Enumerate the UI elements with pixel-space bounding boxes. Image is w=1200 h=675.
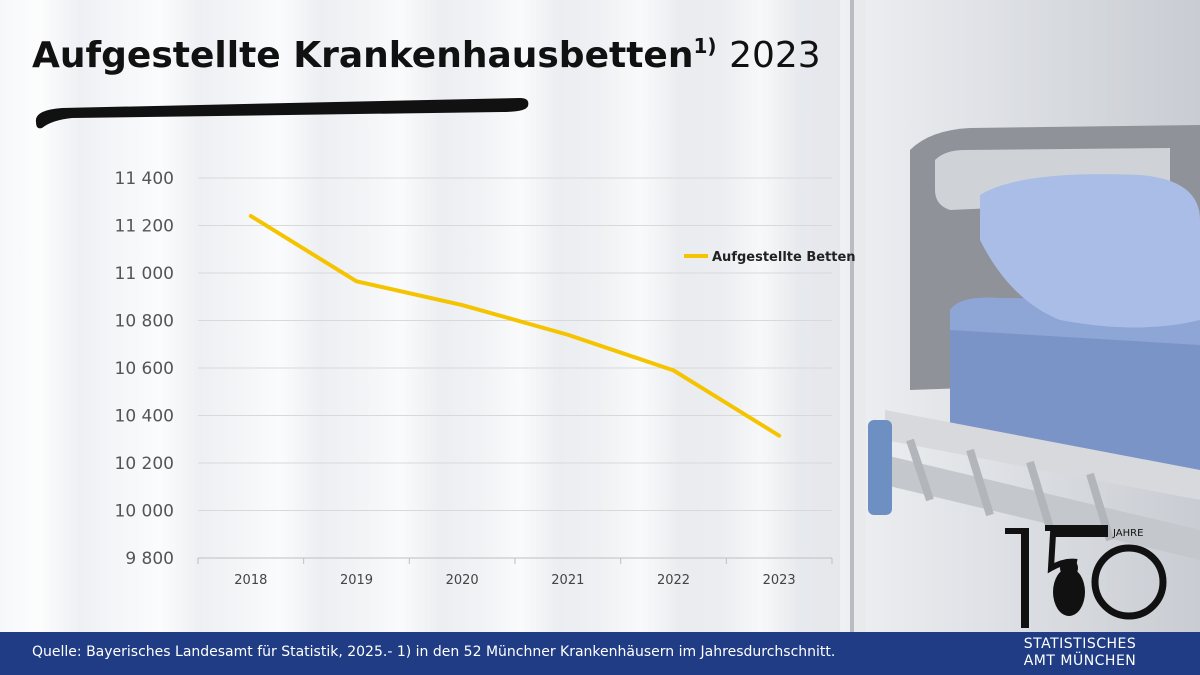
footer-bar: Quelle: Bayerisches Landesamt für Statis… bbox=[0, 632, 1200, 675]
title-text: Aufgestellte Krankenhausbetten bbox=[32, 35, 694, 76]
x-tick-label: 2020 bbox=[446, 573, 479, 588]
page-title: Aufgestellte Krankenhausbetten1) 2023 bbox=[32, 34, 821, 76]
source-note: Quelle: Bayerisches Landesamt für Statis… bbox=[32, 644, 836, 660]
line-chart: 9 800 10 000 10 200 10 400 10 600 10 800 11 00… bbox=[115, 169, 856, 588]
y-tick-label: 10 000 bbox=[115, 502, 174, 522]
x-tick-label: 2018 bbox=[234, 573, 267, 588]
logo-jahre-text: JAHRE bbox=[1112, 528, 1143, 539]
x-tick-label: 2019 bbox=[340, 573, 373, 588]
series-line-aufgestellte-betten bbox=[248, 214, 782, 438]
y-tick-label: 10 200 bbox=[115, 454, 174, 474]
y-tick-label: 11 200 bbox=[115, 217, 174, 237]
y-tick-label: 10 600 bbox=[115, 359, 174, 379]
x-tick-label: 2021 bbox=[551, 573, 584, 588]
y-tick-label: 10 800 bbox=[115, 312, 174, 332]
x-tick-label: 2022 bbox=[657, 573, 690, 588]
logo-line-2: AMT MÜNCHEN bbox=[1023, 653, 1137, 669]
hospital-bed-image bbox=[840, 0, 1200, 632]
logo-line-1: STATISTISCHES bbox=[1023, 636, 1137, 652]
title-underline-brush bbox=[35, 98, 529, 129]
y-tick-label: 10 400 bbox=[115, 407, 174, 427]
logo-150-jahre: JAHRE bbox=[1005, 525, 1167, 628]
title-year: 2023 bbox=[729, 35, 821, 76]
x-tick-label: 2023 bbox=[763, 573, 796, 588]
y-tick-label: 11 400 bbox=[115, 169, 174, 189]
title-footnote-marker: 1) bbox=[693, 34, 717, 58]
legend-label: Aufgestellte Betten bbox=[712, 250, 856, 265]
logo-caption: STATISTISCHES AMT MÜNCHEN bbox=[1005, 636, 1155, 670]
y-tick-label: 9 800 bbox=[125, 549, 174, 569]
y-tick-label: 11 000 bbox=[115, 264, 174, 284]
